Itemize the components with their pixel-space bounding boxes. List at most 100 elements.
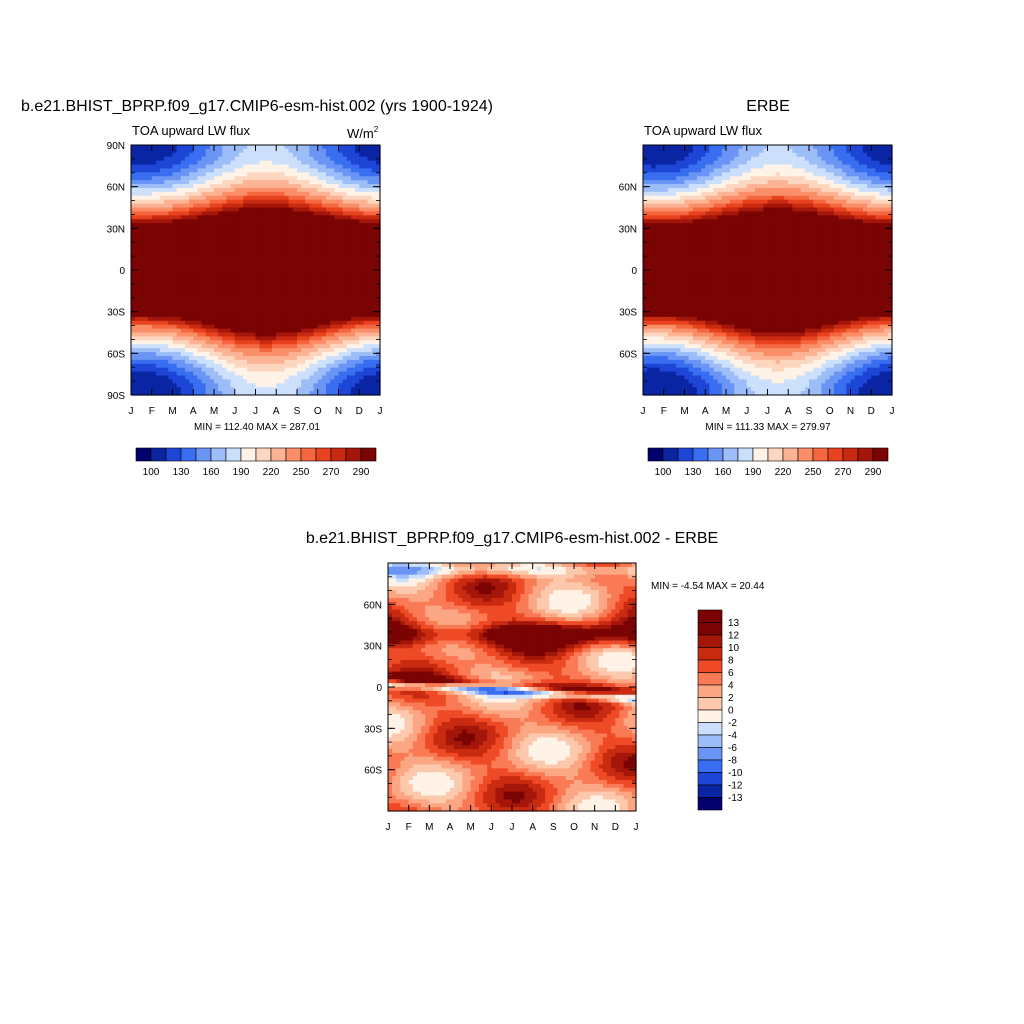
heatmap-cell [214, 199, 219, 205]
heatmap-cell [247, 254, 252, 259]
heatmap-cell [255, 270, 261, 275]
heatmap-cell [696, 234, 702, 240]
heatmap-cell [251, 199, 257, 205]
heatmap-cell [155, 191, 161, 197]
heatmap-cell [684, 379, 690, 384]
heatmap-cell [330, 215, 335, 220]
heatmap-cell [342, 148, 348, 154]
heatmap-cell [131, 238, 136, 244]
heatmap-cell [301, 168, 306, 173]
heatmap-cell [164, 145, 169, 150]
heatmap-cell [334, 230, 340, 236]
heatmap-cell [172, 305, 178, 310]
heatmap-cell [267, 387, 273, 392]
heatmap-cell [301, 152, 306, 158]
heatmap-cell [226, 227, 232, 232]
heatmap-cell [672, 301, 677, 306]
heatmap-cell [696, 285, 702, 291]
heatmap-cell [684, 336, 690, 341]
heatmap-cell [375, 145, 381, 150]
heatmap-cell [338, 215, 344, 220]
heatmap-cell [701, 312, 706, 318]
heatmap-cell [301, 273, 306, 279]
heatmap-cell [218, 277, 223, 283]
heatmap-cell [696, 383, 702, 388]
heatmap-cell [139, 242, 145, 248]
heatmap-cell [205, 379, 211, 384]
heatmap-cell [647, 223, 652, 228]
heatmap-cell [647, 266, 652, 271]
heatmap-cell [350, 285, 356, 291]
heatmap-cell [338, 305, 344, 310]
heatmap-cell [309, 309, 315, 314]
heatmap-cell [667, 379, 673, 384]
heatmap-cell [172, 145, 178, 150]
heatmap-cell [135, 336, 140, 341]
heatmap-cell [284, 293, 290, 298]
heatmap-cell [276, 305, 281, 310]
heatmap-cell [218, 195, 223, 201]
heatmap-cell [643, 152, 648, 158]
heatmap-cell [692, 309, 698, 314]
heatmap-cell [651, 234, 657, 240]
heatmap-cell [684, 238, 690, 244]
heatmap-cell [292, 164, 298, 170]
heatmap-cell [143, 148, 149, 154]
heatmap-cell [272, 152, 277, 158]
heatmap-cell [297, 156, 302, 162]
heatmap-cell [184, 215, 190, 220]
heatmap-cell [375, 379, 381, 384]
heatmap-cell [263, 172, 269, 177]
heatmap-cell [334, 250, 340, 255]
heatmap-cell [214, 320, 219, 326]
heatmap-cell [647, 270, 652, 275]
heatmap-cell [276, 148, 281, 154]
heatmap-cell [355, 254, 360, 259]
heatmap-cell [172, 289, 178, 295]
heatmap-cell [680, 148, 686, 154]
heatmap-cell [193, 359, 198, 365]
heatmap-cell [350, 332, 356, 338]
heatmap-cell [326, 285, 331, 291]
heatmap-cell [230, 184, 236, 189]
heatmap-cell [155, 285, 161, 291]
heatmap-cell [309, 199, 315, 205]
heatmap-cell [255, 180, 261, 185]
heatmap-cell [338, 156, 344, 162]
heatmap-cell [176, 227, 182, 232]
heatmap-cell [647, 230, 652, 236]
heatmap-cell [701, 180, 706, 185]
heatmap-cell [255, 375, 261, 380]
heatmap-cell [201, 156, 207, 162]
heatmap-cell [330, 305, 335, 310]
heatmap-cell [342, 152, 348, 158]
heatmap-cell [334, 207, 340, 213]
heatmap-cell [338, 352, 344, 357]
heatmap-cell [280, 195, 286, 201]
heatmap-cell [317, 156, 323, 162]
heatmap-cell [292, 371, 298, 377]
heatmap-cell [214, 312, 219, 318]
heatmap-cell [684, 332, 690, 338]
heatmap-cell [301, 266, 306, 271]
heatmap-cell [317, 285, 323, 291]
heatmap-cell [214, 164, 219, 170]
heatmap-cell [363, 332, 369, 338]
heatmap-cell [160, 355, 165, 361]
heatmap-cell [334, 301, 340, 306]
heatmap-cell [168, 363, 174, 369]
heatmap-cell [222, 336, 228, 341]
heatmap-cell [272, 258, 277, 263]
heatmap-cell [272, 230, 277, 236]
heatmap-cell [176, 324, 182, 330]
heatmap-cell [135, 371, 140, 377]
heatmap-cell [160, 359, 165, 365]
heatmap-cell [135, 246, 140, 252]
heatmap-cell [330, 355, 335, 361]
heatmap-cell [234, 195, 240, 201]
heatmap-cell [189, 320, 194, 326]
heatmap-cell [143, 234, 149, 240]
heatmap-cell [238, 211, 244, 216]
heatmap-cell [205, 156, 211, 162]
heatmap-cell [135, 156, 140, 162]
